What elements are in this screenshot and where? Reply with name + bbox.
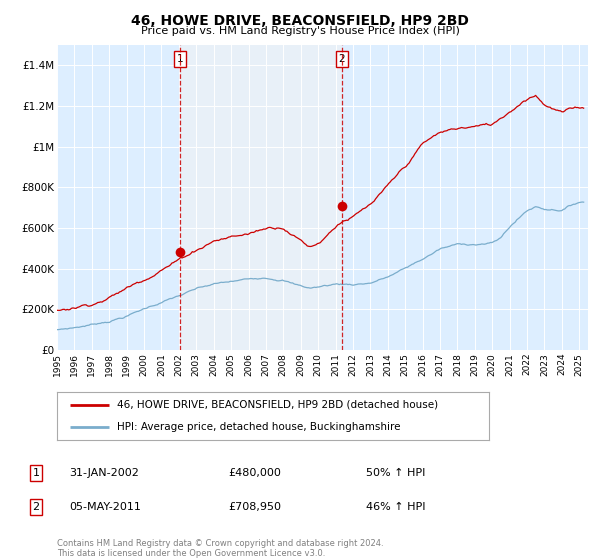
Text: 05-MAY-2011: 05-MAY-2011 bbox=[69, 502, 141, 512]
Bar bbox=[180, 45, 341, 350]
Text: 46% ↑ HPI: 46% ↑ HPI bbox=[366, 502, 425, 512]
Text: 31-JAN-2002: 31-JAN-2002 bbox=[69, 468, 139, 478]
Text: Contains HM Land Registry data © Crown copyright and database right 2024.
This d: Contains HM Land Registry data © Crown c… bbox=[57, 539, 383, 558]
Text: £708,950: £708,950 bbox=[228, 502, 281, 512]
Text: £480,000: £480,000 bbox=[228, 468, 281, 478]
Text: HPI: Average price, detached house, Buckinghamshire: HPI: Average price, detached house, Buck… bbox=[118, 422, 401, 432]
Text: 46, HOWE DRIVE, BEACONSFIELD, HP9 2BD: 46, HOWE DRIVE, BEACONSFIELD, HP9 2BD bbox=[131, 14, 469, 28]
Text: 2: 2 bbox=[338, 54, 345, 64]
Text: 1: 1 bbox=[177, 54, 184, 64]
Text: 1: 1 bbox=[32, 468, 40, 478]
Text: Price paid vs. HM Land Registry's House Price Index (HPI): Price paid vs. HM Land Registry's House … bbox=[140, 26, 460, 36]
Text: 2: 2 bbox=[32, 502, 40, 512]
Text: 50% ↑ HPI: 50% ↑ HPI bbox=[366, 468, 425, 478]
Text: 46, HOWE DRIVE, BEACONSFIELD, HP9 2BD (detached house): 46, HOWE DRIVE, BEACONSFIELD, HP9 2BD (d… bbox=[118, 400, 439, 410]
